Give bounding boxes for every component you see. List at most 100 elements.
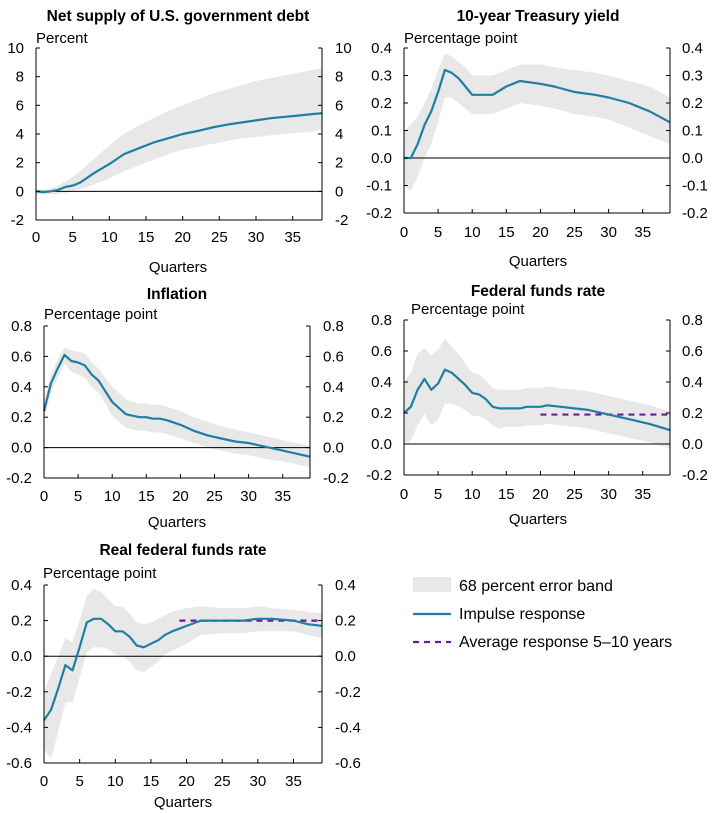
y-tick-label-left: 0.2 <box>11 613 32 630</box>
x-tick-label: 5 <box>68 229 76 246</box>
y-tick-label-right: 0.0 <box>323 440 344 457</box>
impulse-response-line <box>42 353 311 458</box>
x-tick-label: 20 <box>178 773 195 790</box>
x-tick-label: 20 <box>532 486 549 503</box>
x-tick-label: 5 <box>434 224 442 241</box>
x-tick-label: 15 <box>138 488 155 505</box>
x-tick-label: 25 <box>214 773 231 790</box>
x-tick-label: 0 <box>400 224 408 241</box>
x-tick-label: 15 <box>143 773 160 790</box>
y-tick-label-left: -0.2 <box>366 205 392 222</box>
y-tick-label-right: -0.4 <box>335 719 361 736</box>
y-tick-label-right: -0.6 <box>335 755 361 772</box>
impulse-response-line <box>43 617 323 721</box>
y-tick-label-right: -0.2 <box>323 470 349 487</box>
x-tick-label: 35 <box>284 229 301 246</box>
x-tick-label: 15 <box>498 486 515 503</box>
y-tick-label-right: 10 <box>335 40 352 57</box>
y-unit-label: Percentage point <box>44 306 158 323</box>
y-tick-label-left: 0.4 <box>371 40 392 57</box>
y-tick-label-left: 4 <box>16 126 24 143</box>
y-unit-label: Percentage point <box>404 30 518 47</box>
y-tick-label-right: 0.2 <box>323 409 344 426</box>
x-tick-label: 30 <box>600 224 617 241</box>
x-tick-label: 0 <box>40 488 48 505</box>
y-tick-label-right: -0.2 <box>335 684 361 701</box>
x-tick-label: 20 <box>172 488 189 505</box>
x-tick-label: 20 <box>174 229 191 246</box>
chart-title: Federal funds rate <box>471 283 606 300</box>
x-tick-label: 5 <box>74 488 82 505</box>
x-axis-label: Quarters <box>509 253 567 270</box>
x-tick-label: 35 <box>634 224 651 241</box>
legend-band-swatch <box>413 577 451 592</box>
y-tick-label-right: 0.0 <box>682 436 703 453</box>
x-tick-label: 0 <box>400 486 408 503</box>
y-tick-label-right: 0.8 <box>682 312 703 329</box>
x-tick-label: 10 <box>464 486 481 503</box>
y-tick-label-right: 0.3 <box>682 68 703 85</box>
y-tick-label-left: 2 <box>16 155 24 172</box>
y-tick-label-left: 0.4 <box>11 577 32 594</box>
y-tick-label-left: -0.1 <box>366 178 392 195</box>
y-tick-label-left: -0.4 <box>6 719 32 736</box>
error-band <box>404 53 670 191</box>
chart-title: Net supply of U.S. government debt <box>47 8 310 25</box>
x-tick-label: 10 <box>104 488 121 505</box>
y-tick-label-left: 0.8 <box>371 312 392 329</box>
legend-avg-label: Average response 5–10 years <box>459 634 672 651</box>
y-tick-label-right: 0.4 <box>323 379 344 396</box>
x-axis-label: Quarters <box>149 259 207 276</box>
y-tick-label-right: 2 <box>335 155 343 172</box>
x-tick-label: 5 <box>434 486 442 503</box>
y-tick-label-right: 0.4 <box>335 577 356 594</box>
x-tick-label: 35 <box>634 486 651 503</box>
y-tick-label-left: 0.0 <box>371 436 392 453</box>
x-tick-label: 35 <box>285 773 302 790</box>
x-tick-label: 25 <box>211 229 228 246</box>
x-tick-label: 25 <box>566 486 583 503</box>
legend: 68 percent error band Impulse response A… <box>413 577 672 651</box>
x-tick-label: 5 <box>75 773 83 790</box>
y-tick-label-right: 0.1 <box>682 123 703 140</box>
chart-title: 10-year Treasury yield <box>457 8 620 25</box>
y-tick-label-left: 0.8 <box>11 318 32 335</box>
y-tick-label-left: 0.0 <box>11 440 32 457</box>
y-tick-label-right: 6 <box>335 97 343 114</box>
legend-band-label: 68 percent error band <box>459 578 613 595</box>
y-tick-label-right: 0.8 <box>323 318 344 335</box>
y-tick-label-left: 8 <box>16 69 24 86</box>
x-axis-label: Quarters <box>509 511 567 528</box>
y-tick-label-right: 0.2 <box>682 405 703 422</box>
y-tick-label-left: 10 <box>7 40 24 57</box>
y-tick-label-left: 0.1 <box>371 123 392 140</box>
y-tick-label-right: 0.0 <box>682 150 703 167</box>
chart-inflation: Inflation Percentage point Quarters -0.2… <box>6 286 349 531</box>
x-tick-label: 30 <box>250 773 267 790</box>
y-tick-label-left: 0 <box>16 183 24 200</box>
x-tick-label: 30 <box>600 486 617 503</box>
x-tick-label: 35 <box>274 488 291 505</box>
y-tick-label-left: 0.4 <box>11 379 32 396</box>
y-tick-label-right: 0 <box>335 183 343 200</box>
y-tick-label-left: -2 <box>11 212 24 229</box>
y-tick-label-left: 0.2 <box>371 95 392 112</box>
y-tick-label-left: 0.4 <box>371 374 392 391</box>
y-tick-label-left: 0.6 <box>371 343 392 360</box>
chart-title: Inflation <box>147 286 207 303</box>
chart-real-federal-funds: Real federal funds rate Percentage point… <box>6 542 361 811</box>
y-unit-label: Percent <box>36 30 89 47</box>
y-tick-label-right: 0.2 <box>335 613 356 630</box>
y-tick-label-right: 0.4 <box>682 374 703 391</box>
y-tick-label-left: -0.2 <box>6 470 32 487</box>
y-unit-label: Percentage point <box>43 565 157 582</box>
x-tick-label: 10 <box>464 224 481 241</box>
y-tick-label-left: 0.0 <box>11 648 32 665</box>
error-band <box>44 588 322 760</box>
chart-federal-funds: Federal funds rate Percentage point Quar… <box>366 283 708 528</box>
y-unit-label: Percentage point <box>411 301 525 318</box>
impulse-response-line <box>403 368 671 432</box>
y-tick-label-right: -2 <box>335 212 348 229</box>
y-tick-label-right: 0.6 <box>682 343 703 360</box>
y-tick-label-right: 4 <box>335 126 343 143</box>
